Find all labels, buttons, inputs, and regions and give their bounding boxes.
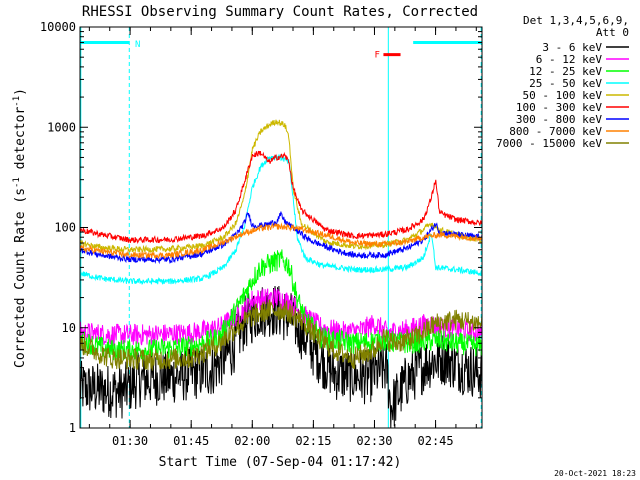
night-label: N [135, 40, 140, 50]
timestamp-label: 20-Oct-2021 18:23 [554, 469, 636, 478]
series-line-4 [80, 154, 482, 285]
x-axis-label: Start Time (07-Sep-04 01:17:42) [159, 455, 402, 470]
y-axis: 1 10 100 1000 10000 [40, 20, 482, 435]
plot-area: NF [79, 26, 483, 429]
legend-header: Det 1,3,4,5,6,9, [523, 14, 629, 27]
chart-title: RHESSI Observing Summary Count Rates, Co… [82, 4, 478, 20]
legend-entry-label: 300 - 800 keV [516, 113, 602, 126]
series-line-9 [79, 299, 483, 371]
y-tick-label: 1 [69, 421, 76, 435]
legend-entry-label: 100 - 300 keV [516, 101, 602, 114]
series-line-3 [79, 249, 483, 361]
legend-entry-label: 7000 - 15000 keV [496, 137, 602, 150]
y-tick-label: 10 [62, 321, 76, 335]
y-tick-label: 10000 [40, 20, 76, 34]
y-axis-label: Corrected Count Rate (s-1 detector-1) [12, 88, 28, 368]
x-tick-label: 01:30 [112, 434, 148, 448]
legend-entry-label: 6 - 12 keV [536, 53, 603, 66]
legend-entry-label: 3 - 6 keV [542, 41, 602, 54]
y-tick-label: 1000 [47, 120, 76, 134]
x-tick-label: 02:15 [295, 434, 331, 448]
legend-entry-label: 50 - 100 keV [523, 89, 603, 102]
x-tick-label: 01:45 [173, 434, 209, 448]
flare-label: F [374, 51, 379, 61]
legend-entry-label: 25 - 50 keV [529, 77, 602, 90]
legend-entry-label: 800 - 7000 keV [509, 125, 602, 138]
series-line-7 [79, 211, 483, 265]
x-tick-label: 02:30 [356, 434, 392, 448]
x-axis: 01:30 01:45 02:00 02:15 02:30 02:45 [88, 27, 477, 448]
y-tick-label: 100 [54, 221, 76, 235]
legend-header: Att 0 [596, 26, 629, 39]
series-line-8 [80, 222, 483, 260]
legend-entry-label: 12 - 25 keV [529, 65, 602, 78]
series-line-6 [79, 150, 483, 244]
x-tick-label: 02:45 [418, 434, 454, 448]
x-tick-label: 02:00 [234, 434, 270, 448]
series-line-5 [79, 119, 483, 254]
